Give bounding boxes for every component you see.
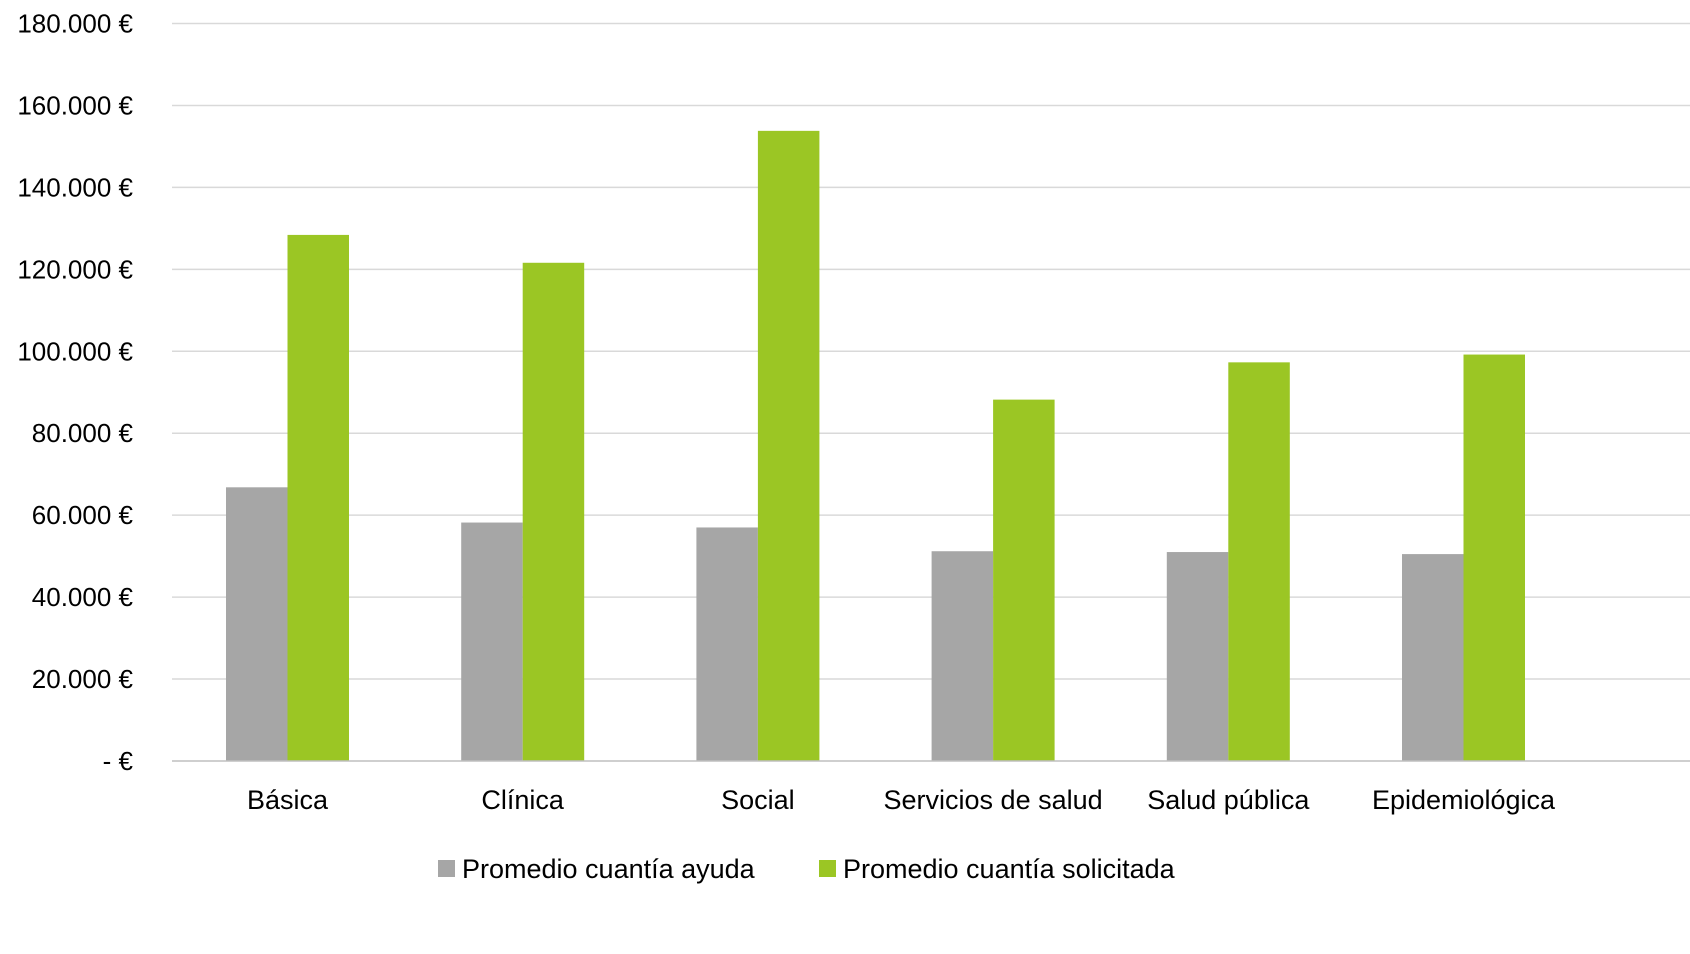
x-category-label: Social [721,785,795,815]
y-tick-label: 80.000 € [32,418,134,448]
bar-solicitada [1463,354,1525,761]
bar-ayuda [226,487,288,761]
bar-solicitada [757,130,820,761]
x-category-label: Salud pública [1147,785,1310,815]
y-tick-label: 120.000 € [17,254,133,284]
bars [226,130,1525,761]
y-tick-label: 100.000 € [17,336,133,366]
bar-solicitada [522,262,585,761]
legend-label: Promedio cuantía ayuda [462,854,756,884]
legend-label: Promedio cuantía solicitada [843,854,1176,884]
bar-solicitada [1228,362,1290,761]
x-category-label: Epidemiológica [1372,785,1556,815]
y-tick-label: 40.000 € [32,582,134,612]
gridlines [172,22,1690,680]
y-tick-label: 140.000 € [17,172,133,202]
y-tick-label: 160.000 € [17,90,133,120]
x-category-label: Clínica [481,785,565,815]
y-axis-tick-labels: - € 20.000 € 40.000 € 60.000 € 80.000 € 100.0… [17,9,133,777]
legend-swatch [438,860,455,877]
legend: Promedio cuantía ayuda Promedio cuantía s… [438,854,1176,884]
y-tick-label: 60.000 € [32,500,134,530]
y-tick-label: 180.000 € [17,9,133,39]
bar-ayuda [931,551,994,761]
bar-ayuda [1166,552,1229,761]
x-category-label: Servicios de salud [884,785,1103,815]
y-tick-label: - € [103,746,134,776]
legend-swatch [819,860,836,877]
bar-ayuda [696,527,758,761]
x-axis-category-labels: Básica Clínica Social Servicios de salud Sal… [247,785,1556,815]
bar-solicitada [993,399,1055,761]
y-tick-label: 20.000 € [32,664,134,694]
x-category-label: Básica [247,785,329,815]
bar-ayuda [461,522,523,761]
bar-ayuda [1402,554,1464,761]
bar-solicitada [287,234,349,761]
